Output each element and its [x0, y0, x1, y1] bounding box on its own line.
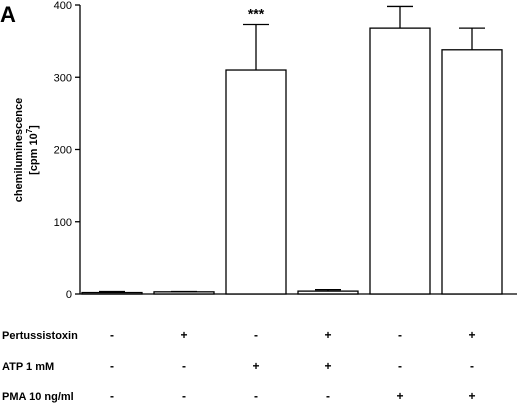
condition-value: - — [398, 328, 402, 342]
condition-value: + — [324, 359, 331, 373]
y-axis-label-unit: [cpm 10 — [28, 133, 40, 175]
condition-value: - — [110, 389, 114, 403]
condition-label: PMA 10 ng/ml — [2, 391, 74, 403]
y-tick-label: 300 — [54, 72, 72, 84]
significance-marker: *** — [248, 6, 265, 22]
condition-value: - — [470, 359, 474, 373]
y-axis-label-exponent: 7 — [25, 128, 34, 133]
bar — [441, 49, 503, 295]
y-tick-label: 200 — [54, 145, 72, 157]
error-bars-group — [99, 5, 485, 293]
y-axis-label-line2: [cpm 107] — [25, 125, 40, 175]
y-axis: 0 100 200 300 400 — [54, 0, 81, 301]
annotations-group: *** — [248, 6, 265, 22]
condition-value: - — [110, 359, 114, 373]
condition-value: + — [468, 328, 475, 342]
condition-value: + — [180, 328, 187, 342]
condition-value: - — [326, 389, 330, 403]
y-axis-label: chemiluminescence [cpm 107] — [13, 98, 40, 203]
condition-value: - — [398, 359, 402, 373]
y-tick-label: 100 — [54, 217, 72, 229]
y-tick-label: 400 — [54, 0, 72, 12]
bar — [225, 69, 287, 295]
condition-value: - — [110, 328, 114, 342]
condition-value: + — [324, 328, 331, 342]
bars-group — [81, 27, 503, 295]
bar — [153, 291, 215, 295]
condition-value: - — [182, 359, 186, 373]
condition-value: - — [254, 389, 258, 403]
condition-value: - — [182, 389, 186, 403]
panel-letter: A — [0, 2, 16, 27]
bar — [81, 291, 143, 295]
bar — [369, 27, 431, 295]
condition-label: ATP 1 mM — [2, 361, 54, 373]
condition-table: Pertussistoxin - + - + - + ATP 1 mM - - + + - - PMA 10… — [2, 328, 476, 403]
condition-label: Pertussistoxin — [2, 330, 78, 342]
bar — [297, 290, 359, 295]
condition-value: - — [254, 328, 258, 342]
condition-value: + — [396, 389, 403, 403]
y-axis-label-bracket: ] — [28, 125, 40, 129]
condition-value: + — [252, 359, 259, 373]
y-axis-label-line1: chemiluminescence — [13, 98, 25, 203]
y-tick-label: 0 — [66, 289, 72, 301]
condition-value: + — [468, 389, 475, 403]
